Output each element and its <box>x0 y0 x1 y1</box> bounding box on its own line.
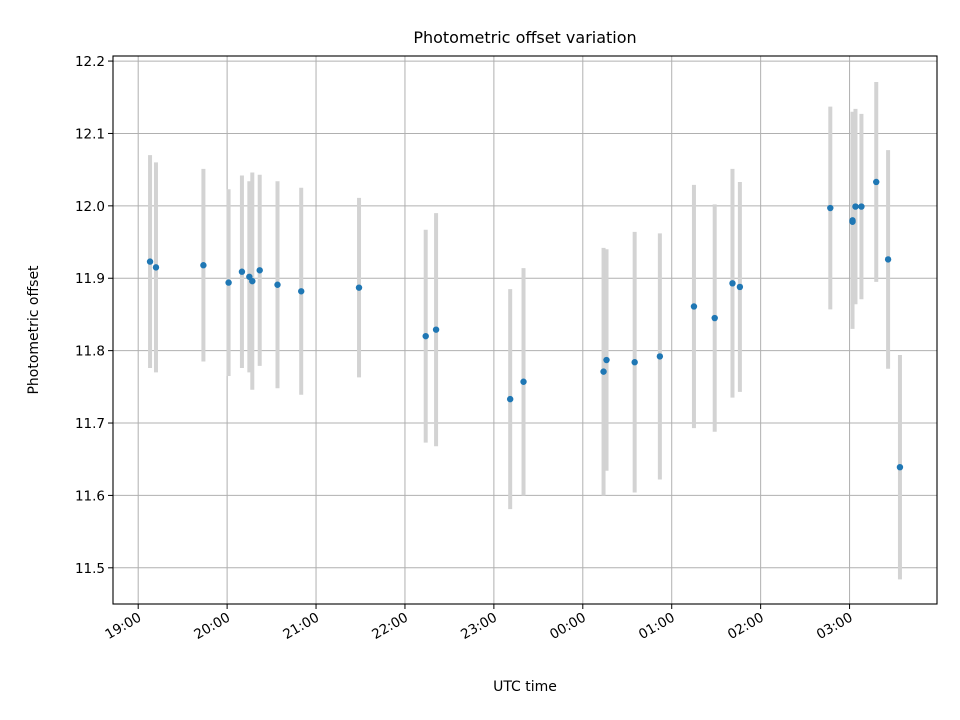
data-point <box>884 256 892 263</box>
data-points <box>146 178 904 471</box>
data-point <box>827 204 834 212</box>
data-point <box>355 284 363 291</box>
y-tick-label: 12.0 <box>75 199 105 215</box>
y-tick-label: 12.2 <box>75 54 105 70</box>
data-point <box>603 356 610 364</box>
x-axis-label: UTC time <box>493 679 557 695</box>
chart-title: Photometric offset variation <box>413 28 636 47</box>
data-point <box>506 395 514 403</box>
data-point <box>520 378 527 385</box>
y-axis-ticks: 11.5 11.6 11.7 11.8 11.9 12.0 12.1 12.2 <box>75 54 113 577</box>
data-point <box>200 262 207 269</box>
data-point <box>896 463 904 471</box>
data-point <box>256 267 263 274</box>
data-point <box>249 277 256 285</box>
data-point <box>631 359 638 366</box>
data-point <box>690 303 698 310</box>
data-point <box>858 203 865 210</box>
y-tick-label: 11.6 <box>75 488 105 504</box>
data-point <box>225 279 232 286</box>
data-point <box>711 314 718 322</box>
data-point <box>432 326 440 333</box>
y-tick-label: 11.8 <box>75 344 105 360</box>
data-point <box>600 368 607 375</box>
data-point <box>146 258 154 265</box>
y-tick-label: 12.1 <box>75 126 105 142</box>
data-point <box>729 280 736 287</box>
data-point <box>152 264 160 271</box>
data-point <box>849 218 856 225</box>
data-point <box>852 203 859 210</box>
data-point <box>238 268 246 275</box>
data-point <box>736 283 744 291</box>
plot-frame <box>112 55 938 605</box>
data-point <box>656 353 664 360</box>
y-axis-label: Photometric offset <box>26 265 42 395</box>
data-point <box>274 281 281 288</box>
y-tick-label: 11.7 <box>75 416 105 432</box>
y-tick-label: 11.5 <box>75 561 105 577</box>
data-point <box>422 332 429 340</box>
data-point <box>298 288 305 295</box>
data-point <box>873 178 880 186</box>
y-tick-label: 11.9 <box>75 271 105 287</box>
